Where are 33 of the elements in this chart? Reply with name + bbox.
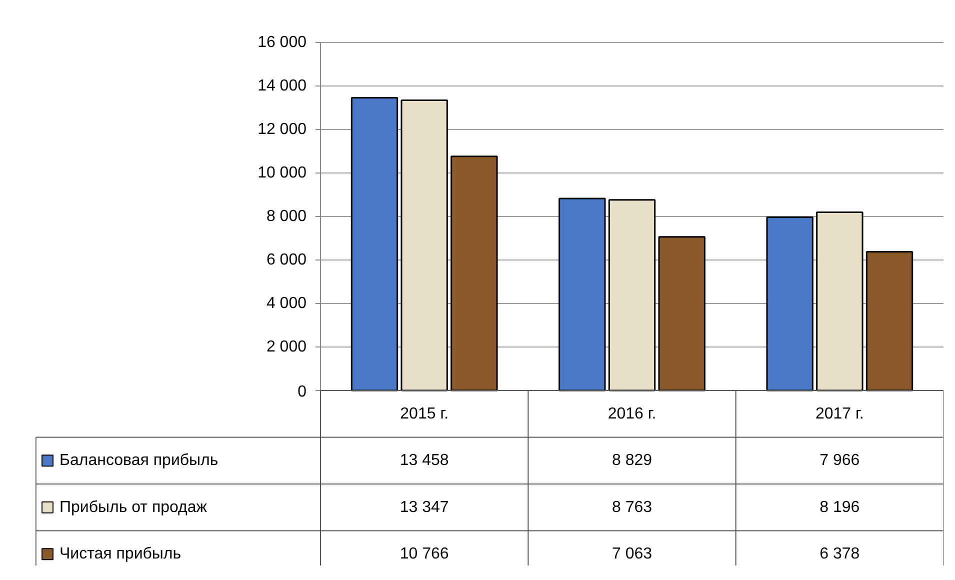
y-tick-label: 2 000 — [266, 338, 307, 356]
bar — [450, 156, 498, 392]
y-tick-label: 14 000 — [258, 78, 307, 94]
bar — [766, 216, 814, 392]
y-tick-label: 10 000 — [258, 164, 307, 182]
data-label: 6 378 — [820, 546, 860, 563]
legend-label: Балансовая прибыль — [60, 452, 218, 470]
y-tick-label: 12 000 — [258, 121, 307, 138]
data-label: 7 063 — [612, 546, 652, 563]
x-tick-label: 2017 г. — [815, 405, 864, 422]
y-tick-label: 6 000 — [266, 252, 307, 268]
x-tick-label: 2015 г. — [400, 405, 449, 422]
bar — [658, 236, 706, 392]
y-tick-label: 0 — [298, 384, 307, 400]
bar — [350, 97, 398, 392]
data-label: 10 766 — [400, 546, 449, 563]
y-tick-label: 8 000 — [266, 208, 307, 225]
bar — [608, 199, 656, 392]
data-label: 8 763 — [612, 498, 652, 516]
data-label: 7 966 — [820, 452, 860, 470]
data-label: 13 347 — [400, 498, 449, 516]
legend-label: Чистая прибыль — [60, 546, 182, 563]
legend-label: Прибыль от продаж — [60, 498, 208, 516]
data-label: 13 458 — [400, 452, 449, 470]
y-tick-label: 16 000 — [258, 34, 307, 51]
data-label: 8 829 — [612, 452, 652, 470]
bar — [816, 211, 864, 392]
x-tick-label: 2016 г. — [608, 405, 656, 422]
data-label: 8 196 — [820, 498, 860, 516]
bar — [866, 251, 914, 392]
bar — [400, 99, 448, 392]
bar — [558, 198, 606, 392]
y-tick-label: 4 000 — [266, 295, 307, 312]
